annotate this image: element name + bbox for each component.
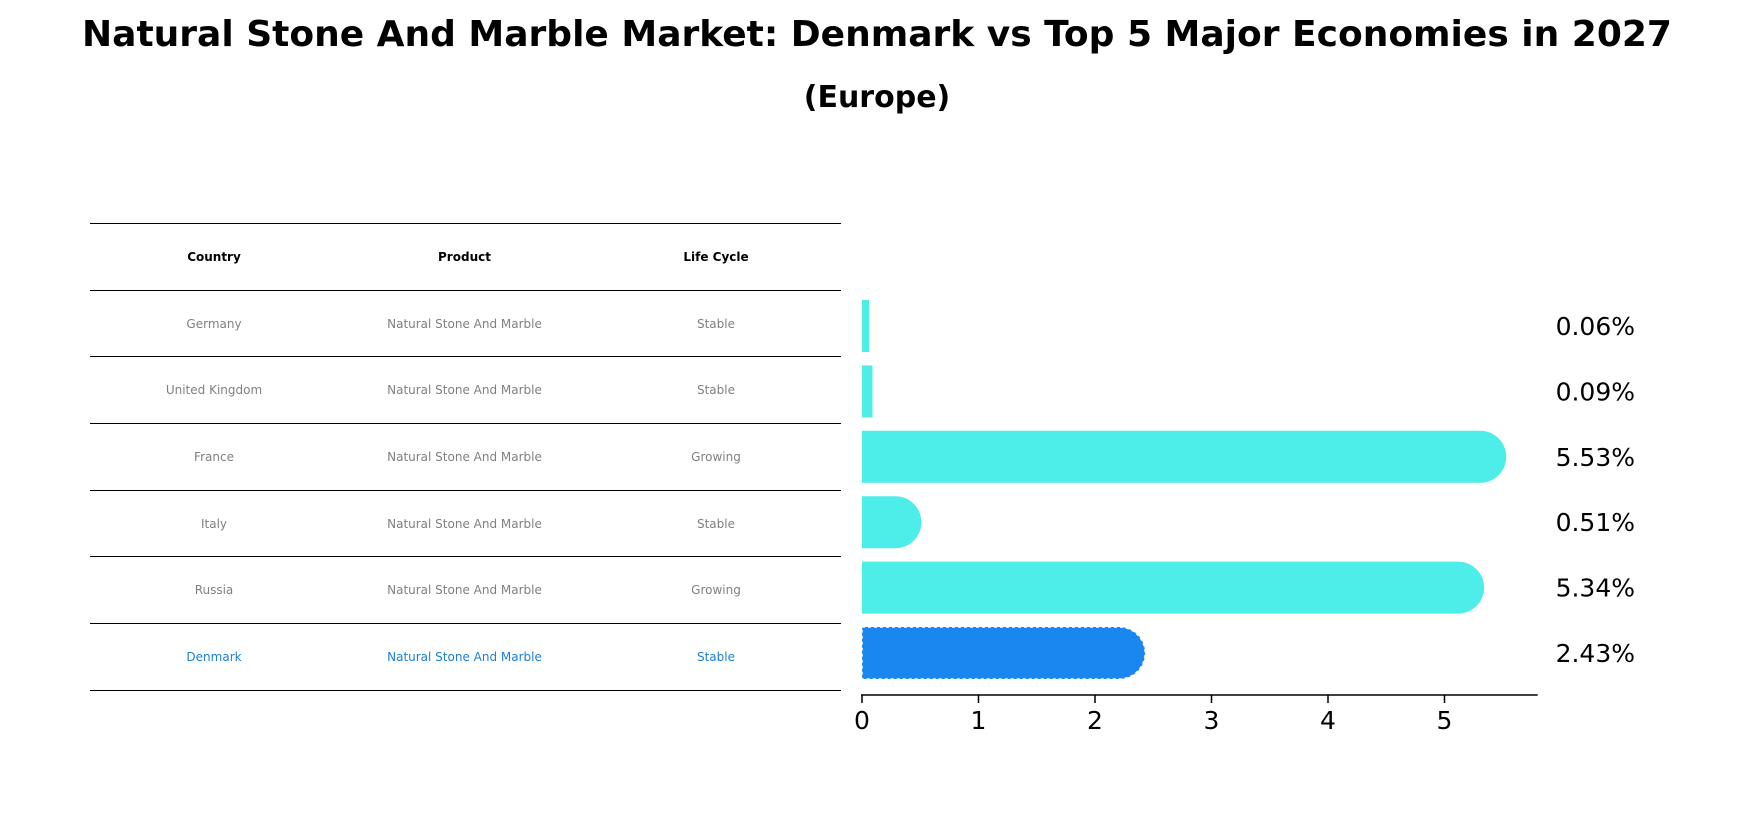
bar-denmark [861,626,1146,680]
bar-shape [862,627,1146,679]
product-cell: Natural Stone And Marble [338,623,591,691]
life-cycle-cell: Growing [591,556,841,625]
life-cycle-cell: Stable [591,623,841,691]
bar-france [862,430,1507,483]
table-row: Germany Natural Stone And Marble Stable [90,289,841,358]
table-header-row: Country Product Life Cycle [90,223,841,291]
table-row: Italy Natural Stone And Marble Stable [90,489,841,558]
chart-subtitle: (Europe) [803,80,951,115]
table-row-highlighted: Denmark Natural Stone And Marble Stable [90,623,841,691]
bar-russia [862,561,1485,614]
country-cell: France [90,423,338,491]
bar-shape [862,365,873,418]
x-tick-label: 5 [1437,706,1453,735]
bar-value-label: 0.06% [1556,312,1635,341]
x-tick-label: 0 [854,706,870,735]
bar-outline [861,626,1146,680]
country-cell: Denmark [90,623,338,691]
bar-shape [862,300,869,352]
header-product: Product [338,223,591,291]
bar-value-label: 0.09% [1556,377,1635,406]
x-tick-label: 3 [1204,706,1220,735]
x-tick-label: 4 [1320,706,1336,735]
product-cell: Natural Stone And Marble [338,289,591,358]
header-country: Country [90,223,338,291]
product-cell: Natural Stone And Marble [338,489,591,558]
chart-title: Natural Stone And Marble Market: Denmark… [82,14,1672,55]
bar-value-label: 5.53% [1556,443,1635,472]
country-cell: Germany [90,289,338,358]
table-row: United Kingdom Natural Stone And Marble … [90,356,841,425]
country-table: Country Product Life Cycle Germany Natur… [90,223,841,691]
bar-germany [862,300,869,352]
bar-shape [862,496,922,549]
life-cycle-cell: Stable [591,289,841,358]
header-life-cycle: Life Cycle [591,223,841,291]
life-cycle-cell: Stable [591,356,841,425]
life-cycle-cell: Growing [591,423,841,491]
table-row: Russia Natural Stone And Marble Growing [90,556,841,625]
country-cell: Russia [90,556,338,625]
bar-united-kingdom [862,365,873,418]
country-cell: United Kingdom [90,356,338,425]
life-cycle-cell: Stable [591,489,841,558]
bar-value-label: 5.34% [1556,574,1635,603]
bar-value-label: 0.51% [1556,508,1635,537]
country-cell: Italy [90,489,338,558]
bar-italy [862,496,922,549]
bar-value-label: 2.43% [1556,639,1635,668]
bar-shape [862,561,1485,614]
x-tick-label: 1 [971,706,987,735]
x-tick-label: 2 [1087,706,1103,735]
product-cell: Natural Stone And Marble [338,356,591,425]
bar-shape [862,430,1507,483]
table-row: France Natural Stone And Marble Growing [90,423,841,491]
